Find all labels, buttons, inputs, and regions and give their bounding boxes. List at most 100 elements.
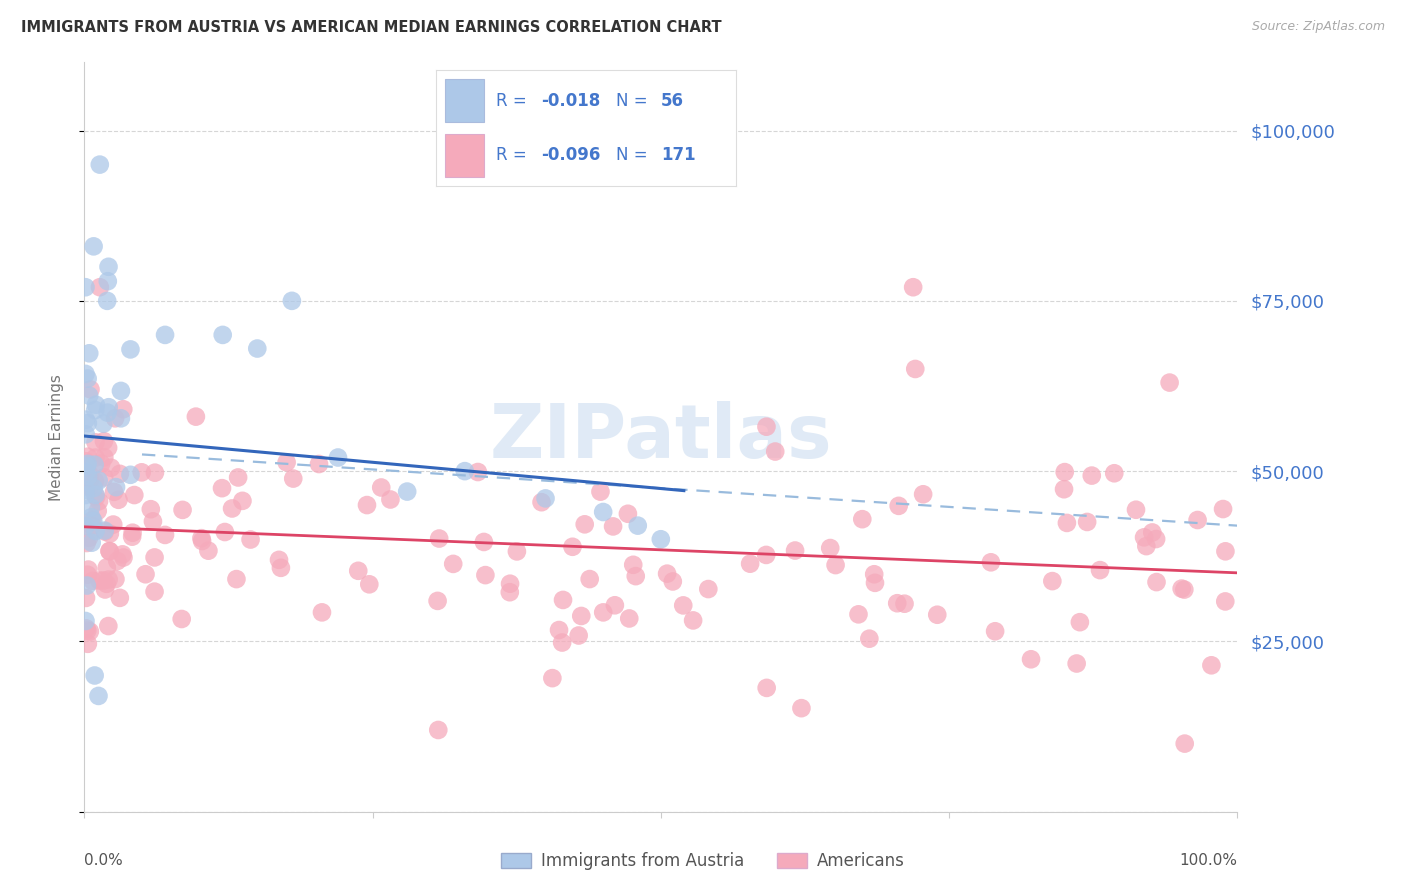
Point	[1215, 544, 1237, 558]
Point	[246, 342, 269, 356]
Point	[96, 560, 118, 574]
Point	[142, 514, 165, 528]
Point	[569, 609, 592, 624]
Text: 100.0%: 100.0%	[1180, 853, 1237, 868]
Point	[356, 498, 378, 512]
Point	[927, 607, 949, 622]
Point	[112, 402, 135, 417]
Point	[97, 274, 120, 288]
Point	[83, 481, 105, 495]
Point	[84, 474, 107, 488]
Point	[211, 481, 233, 495]
Point	[755, 419, 778, 434]
Point	[270, 561, 292, 575]
Point	[740, 557, 762, 571]
Point	[97, 573, 120, 587]
Point	[534, 491, 557, 506]
Point	[121, 525, 143, 540]
Point	[267, 553, 290, 567]
Point	[84, 435, 107, 450]
Point	[1066, 657, 1088, 671]
Point	[94, 524, 117, 539]
Point	[551, 593, 574, 607]
Point	[592, 505, 614, 519]
Text: 0.0%: 0.0%	[84, 853, 124, 868]
Point	[87, 474, 110, 488]
Point	[863, 575, 886, 590]
Point	[84, 490, 107, 504]
Point	[1174, 737, 1197, 751]
Point	[197, 543, 219, 558]
Point	[1069, 615, 1091, 630]
Point	[1081, 468, 1104, 483]
Point	[110, 411, 132, 425]
Point	[231, 493, 253, 508]
Point	[499, 576, 522, 591]
Point	[308, 457, 330, 471]
Point	[94, 582, 117, 597]
Point	[89, 158, 111, 172]
Point	[191, 533, 214, 548]
Point	[89, 280, 111, 294]
Point	[474, 568, 496, 582]
Point	[1019, 652, 1042, 666]
Point	[83, 239, 105, 253]
Point	[818, 541, 841, 555]
Point	[76, 536, 98, 550]
Point	[80, 535, 103, 549]
Point	[1125, 502, 1147, 516]
Point	[467, 465, 489, 479]
Point	[82, 513, 104, 527]
Point	[143, 466, 166, 480]
Point	[108, 591, 131, 605]
Point	[75, 519, 97, 533]
Point	[603, 599, 626, 613]
Point	[121, 530, 143, 544]
Point	[87, 689, 110, 703]
Point	[1213, 594, 1236, 608]
Point	[326, 450, 349, 465]
Point	[84, 398, 107, 412]
Point	[427, 532, 450, 546]
Point	[97, 406, 120, 420]
Point	[578, 572, 600, 586]
Point	[82, 574, 104, 588]
Point	[103, 517, 125, 532]
Point	[621, 558, 644, 572]
Point	[1173, 582, 1195, 597]
Point	[104, 411, 127, 425]
Point	[96, 293, 118, 308]
Point	[75, 454, 97, 468]
Point	[472, 535, 495, 549]
Point	[276, 455, 298, 469]
Point	[627, 518, 650, 533]
Point	[75, 280, 97, 294]
Point	[77, 346, 100, 360]
Text: ZIPatlas: ZIPatlas	[489, 401, 832, 474]
Point	[103, 484, 125, 499]
Point	[619, 611, 641, 625]
Point	[139, 502, 162, 516]
Point	[441, 557, 464, 571]
Point	[76, 567, 98, 582]
Point	[530, 495, 553, 509]
Point	[211, 327, 233, 342]
Point	[100, 460, 122, 475]
Point	[76, 624, 98, 638]
Point	[131, 466, 153, 480]
Point	[112, 550, 135, 565]
Point	[75, 591, 97, 605]
Point	[662, 574, 685, 589]
Point	[1133, 530, 1156, 544]
Point	[886, 596, 908, 610]
Point	[426, 594, 449, 608]
Point	[655, 566, 678, 581]
Point	[755, 681, 778, 695]
Point	[984, 624, 1007, 639]
Point	[77, 469, 100, 483]
Point	[592, 606, 614, 620]
Point	[214, 524, 236, 539]
Point	[105, 554, 128, 568]
Point	[96, 577, 118, 591]
Point	[98, 544, 121, 558]
